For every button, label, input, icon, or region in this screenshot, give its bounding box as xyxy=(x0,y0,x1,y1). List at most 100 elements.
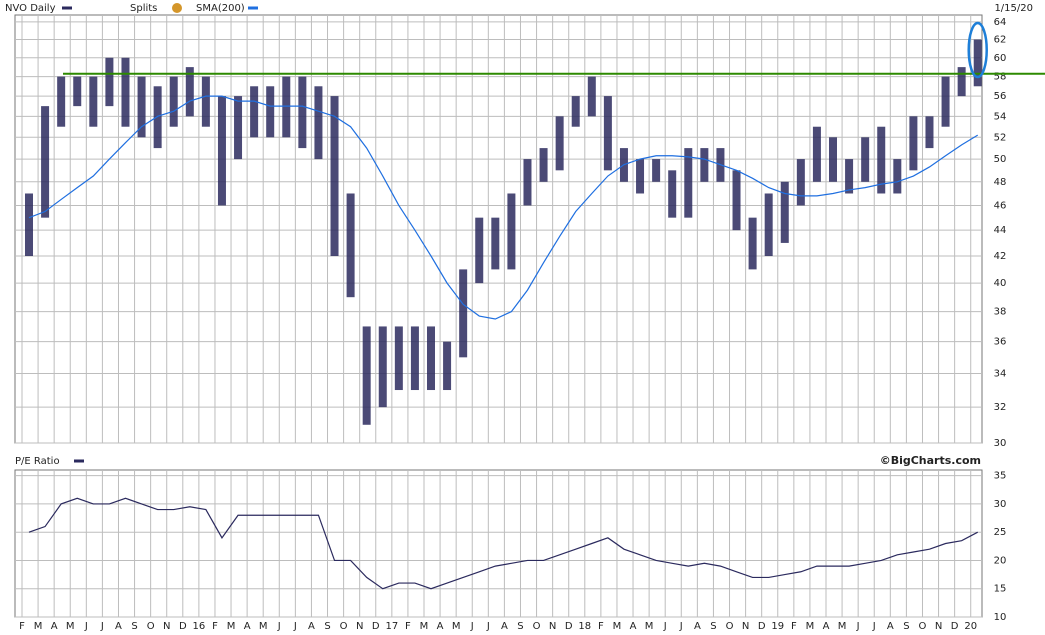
hilo-bar xyxy=(169,76,178,127)
hilo-bar xyxy=(539,148,548,182)
x-tick-label: O xyxy=(147,621,155,632)
hilo-bar xyxy=(314,86,323,160)
hilo-bar xyxy=(555,116,564,171)
y-tick-label: 32 xyxy=(994,402,1007,413)
x-tick-label: M xyxy=(259,621,268,632)
y-tick-label: 10 xyxy=(994,612,1007,623)
splits-label: Splits xyxy=(130,3,157,14)
x-tick-label: S xyxy=(710,621,716,632)
x-tick-label: 19 xyxy=(771,621,784,632)
x-tick-label: M xyxy=(227,621,236,632)
hilo-bar xyxy=(973,39,982,87)
x-tick-label: J xyxy=(293,621,297,632)
hilo-bar xyxy=(282,76,291,138)
hilo-bar xyxy=(732,170,741,231)
hilo-bar xyxy=(105,57,114,107)
x-tick-label: A xyxy=(115,621,122,632)
x-tick-label: N xyxy=(935,621,942,632)
hilo-bar xyxy=(137,76,146,138)
hilo-bar xyxy=(250,86,259,138)
hilo-bar xyxy=(861,137,870,182)
x-tick-label: D xyxy=(372,621,380,632)
line xyxy=(28,95,979,320)
x-tick-label: J xyxy=(100,621,104,632)
x-tick-label: O xyxy=(726,621,734,632)
x-tick-label: F xyxy=(791,621,797,632)
x-tick-label: F xyxy=(19,621,25,632)
hilo-bar xyxy=(25,193,33,257)
hilo-bar xyxy=(603,96,612,171)
y-tick-label: 44 xyxy=(994,225,1007,236)
panel-title: P/E Ratio xyxy=(15,456,60,467)
hilo-bar xyxy=(234,96,243,160)
hilo-bar xyxy=(652,159,661,182)
plot-area xyxy=(14,469,983,618)
y-tick-label: 35 xyxy=(994,471,1007,482)
date-label: 1/15/20 xyxy=(994,3,1033,14)
hilo-bar xyxy=(909,116,918,171)
y-tick-label: 62 xyxy=(994,35,1007,46)
y-tick-label: 20 xyxy=(994,555,1007,566)
x-tick-label: N xyxy=(549,621,556,632)
x-tick-label: J xyxy=(277,621,281,632)
y-tick-label: 42 xyxy=(994,251,1007,262)
splits-icon xyxy=(172,3,182,13)
x-tick-label: O xyxy=(919,621,927,632)
hilo-bar xyxy=(201,76,210,127)
x-tick-label: A xyxy=(501,621,508,632)
y-tick-label: 48 xyxy=(994,177,1007,188)
x-tick-label: A xyxy=(244,621,251,632)
x-tick-label: A xyxy=(823,621,830,632)
hilo-bar xyxy=(330,96,339,257)
x-tick-label: F xyxy=(212,621,218,632)
y-tick-label: 52 xyxy=(994,132,1007,143)
hilo-bar xyxy=(121,57,130,127)
highlight-ellipse xyxy=(967,21,988,79)
x-tick-label: A xyxy=(694,621,701,632)
hilo-bar xyxy=(780,181,789,243)
x-tick-label: J xyxy=(470,621,474,632)
hilo-bar xyxy=(748,217,757,270)
x-tick-label: A xyxy=(308,621,315,632)
hilo-bar xyxy=(443,341,452,391)
y-tick-label: 36 xyxy=(994,337,1007,348)
x-tick-label: M xyxy=(452,621,461,632)
x-tick-label: M xyxy=(838,621,847,632)
chart-title: NVO Daily xyxy=(5,3,56,14)
y-tick-label: 60 xyxy=(994,53,1007,64)
y-tick-label: 64 xyxy=(994,17,1007,28)
hilo-bar xyxy=(475,217,484,284)
hilo-bar xyxy=(217,96,226,206)
x-tick-label: D xyxy=(951,621,959,632)
hilo-bar xyxy=(73,76,82,107)
x-tick-label: J xyxy=(856,621,860,632)
hilo-bar xyxy=(298,76,307,149)
hilo-bar xyxy=(796,159,805,206)
hilo-bar xyxy=(571,96,580,127)
y-tick-label: 34 xyxy=(994,368,1007,379)
hilo-bar xyxy=(700,148,709,182)
hilo-bar xyxy=(41,106,50,218)
y-tick-label: 25 xyxy=(994,527,1007,538)
x-tick-label: S xyxy=(324,621,330,632)
x-tick-label: S xyxy=(131,621,137,632)
x-tick-label: D xyxy=(758,621,766,632)
hilo-bar xyxy=(89,76,98,127)
x-tick-label: F xyxy=(405,621,411,632)
hilo-bar xyxy=(491,217,500,270)
x-tick-label: J xyxy=(872,621,876,632)
x-tick-label: O xyxy=(533,621,541,632)
y-tick-label: 46 xyxy=(994,200,1007,211)
x-tick-label: J xyxy=(84,621,88,632)
x-tick-label: A xyxy=(51,621,58,632)
x-tick-label: 17 xyxy=(385,621,398,632)
x-tick-label: A xyxy=(887,621,894,632)
hilo-bar xyxy=(459,269,468,358)
hilo-bar xyxy=(185,67,194,117)
hilo-bar xyxy=(346,193,355,298)
x-tick-label: S xyxy=(903,621,909,632)
y-tick-label: 56 xyxy=(994,91,1007,102)
hilo-bar xyxy=(507,193,516,270)
hilo-bar xyxy=(941,76,950,127)
